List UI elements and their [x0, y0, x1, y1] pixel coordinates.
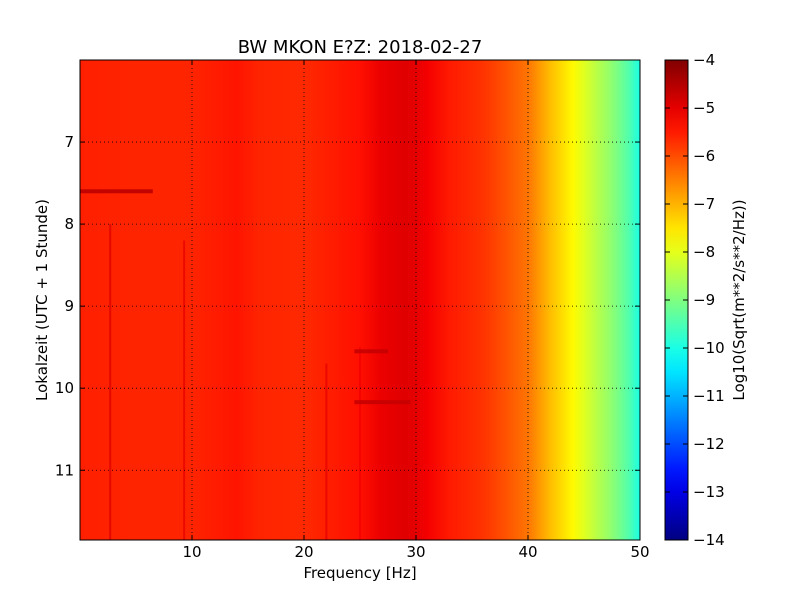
- colorbar-tick-label: −14: [693, 531, 725, 549]
- x-axis-label: Frequency [Hz]: [303, 564, 416, 582]
- y-tick-label: 9: [64, 297, 74, 315]
- y-tick-label: 8: [64, 215, 74, 233]
- colorbar-tick-label: −13: [693, 483, 725, 501]
- colorbar-tick-label: −11: [693, 387, 725, 405]
- x-tick-label: 10: [182, 543, 201, 561]
- colorbar-tick-label: −4: [693, 51, 715, 69]
- feature-band-0: [80, 189, 153, 194]
- chart-title: BW MKON E?Z: 2018-02-27: [238, 37, 483, 58]
- plot-area: [80, 60, 640, 540]
- feature-line-3: [325, 363, 328, 540]
- colorbar-label: Log10(Sqrt(m**2/s**2/Hz)): [730, 199, 748, 400]
- colorbar-tick-label: −10: [693, 339, 725, 357]
- y-tick-label: 10: [55, 379, 74, 397]
- colorbar-tick-label: −12: [693, 435, 725, 453]
- colorbar-tick-label: −5: [693, 99, 715, 117]
- plot-frame: [79, 59, 641, 541]
- feature-line-1: [109, 224, 112, 540]
- spectrogram-features: [80, 189, 411, 540]
- x-axis: 10 20 30 40 50: [182, 60, 650, 561]
- gridlines: [80, 60, 640, 540]
- feature-line-4: [359, 347, 361, 540]
- x-tick-label: 20: [294, 543, 313, 561]
- feature-band-5: [354, 349, 388, 354]
- colorbar-ticks: −4 −5 −6 −7 −8 −9 −10 −11 −12 −13 −14: [665, 51, 725, 549]
- y-tick-label: 11: [55, 461, 74, 479]
- x-tick-label: 40: [518, 543, 537, 561]
- y-axis: 7 8 9 10 11: [55, 133, 640, 479]
- x-tick-label: 50: [630, 543, 649, 561]
- x-tick-label: 30: [406, 543, 425, 561]
- colorbar-tick-label: −9: [693, 291, 715, 309]
- colorbar-tick-label: −7: [693, 195, 715, 213]
- y-axis-label: Lokalzeit (UTC + 1 Stunde): [33, 199, 51, 401]
- feature-band-6: [354, 400, 411, 405]
- feature-line-2: [183, 240, 186, 540]
- y-tick-label: 7: [64, 133, 74, 151]
- colorbar-tick-label: −8: [693, 243, 715, 261]
- colorbar-tick-label: −6: [693, 147, 715, 165]
